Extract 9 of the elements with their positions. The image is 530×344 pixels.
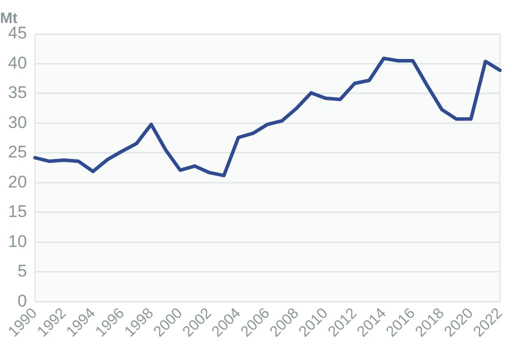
y-tick-label: 35 bbox=[8, 83, 27, 102]
y-tick-label: 25 bbox=[8, 142, 27, 162]
y-tick-label: 10 bbox=[8, 232, 27, 251]
y-tick-label: 20 bbox=[8, 172, 27, 192]
y-tick-label: 30 bbox=[8, 112, 27, 132]
y-tick-label: 40 bbox=[8, 53, 27, 72]
y-tick-label: 15 bbox=[8, 202, 27, 222]
y-tick-label: 5 bbox=[17, 262, 27, 281]
y-tick-label: 0 bbox=[17, 291, 27, 310]
